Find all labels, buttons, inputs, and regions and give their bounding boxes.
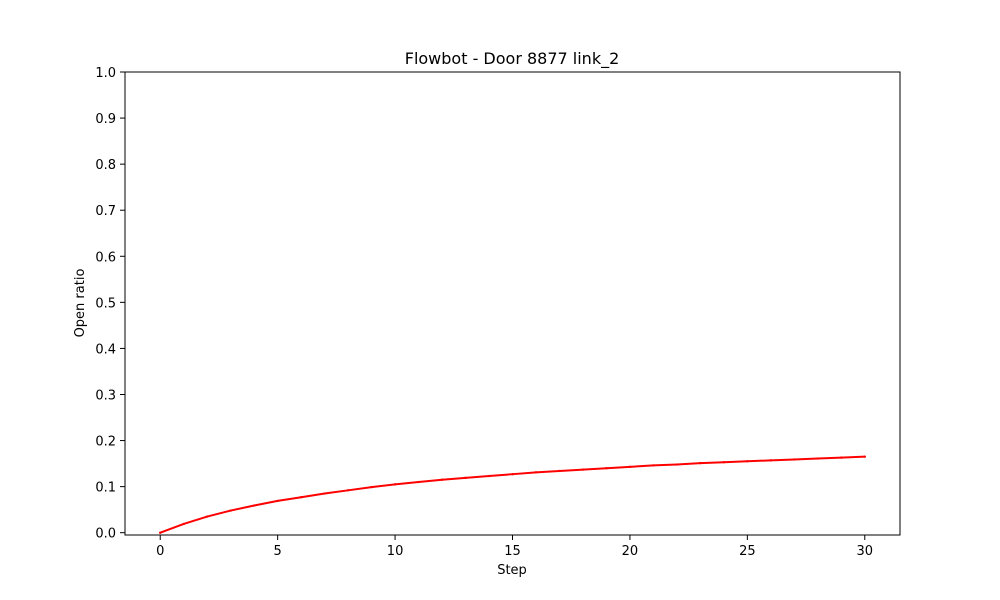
data-point <box>652 464 655 467</box>
x-tick-label: 30 <box>856 544 873 559</box>
y-tick-label: 0.6 <box>95 250 116 265</box>
x-axis-label: Step <box>497 563 527 578</box>
y-tick-label: 1.0 <box>95 66 116 81</box>
data-point <box>769 459 773 462</box>
y-tick-label: 0.3 <box>95 388 116 403</box>
y-axis: 0.0 0.1 0.2 0.3 0.4 0.5 0.6 0.7 0.8 0.9 1.0 <box>95 66 125 542</box>
data-point <box>346 489 350 492</box>
data-point <box>487 474 491 478</box>
data-point <box>863 455 866 458</box>
data-point <box>205 515 209 518</box>
x-tick-label: 20 <box>622 544 639 559</box>
data-point <box>605 466 608 470</box>
data-point <box>299 496 303 499</box>
data-point <box>417 480 420 484</box>
x-tick-label: 5 <box>274 544 282 559</box>
x-tick-label: 0 <box>156 544 164 559</box>
data-point <box>393 483 397 486</box>
data-point <box>840 456 843 459</box>
data-point <box>746 460 749 463</box>
x-tick-label: 25 <box>739 544 756 559</box>
y-axis-label: Open ratio <box>73 269 88 338</box>
y-tick-label: 0.9 <box>95 112 116 127</box>
data-point <box>159 531 162 534</box>
series-layer <box>159 455 866 534</box>
data-point <box>182 522 185 526</box>
chart-title: Flowbot - Door 8877 link_2 <box>405 49 620 69</box>
x-axis: 0 5 10 15 20 25 30 <box>156 535 873 559</box>
data-point <box>534 471 538 474</box>
data-point <box>229 509 232 512</box>
data-point <box>816 457 820 460</box>
data-point <box>558 469 561 473</box>
y-tick-label: 0.2 <box>95 435 116 450</box>
y-tick-label: 0.8 <box>95 158 116 173</box>
x-tick-label: 10 <box>387 544 404 559</box>
series-line <box>159 455 866 534</box>
data-point <box>675 463 679 466</box>
data-point <box>464 476 467 480</box>
data-point <box>323 492 326 495</box>
y-tick-label: 0.1 <box>95 481 116 496</box>
data-point <box>722 461 726 464</box>
y-tick-label: 0.7 <box>95 204 116 219</box>
data-point <box>440 478 444 481</box>
data-point <box>370 485 373 489</box>
data-point <box>276 499 279 503</box>
data-point <box>581 468 585 471</box>
data-point <box>699 461 702 465</box>
data-point <box>252 504 256 507</box>
y-tick-label: 0.4 <box>95 342 116 357</box>
plot-frame <box>124 71 901 536</box>
data-point <box>793 458 796 461</box>
y-tick-label: 0.0 <box>95 527 116 542</box>
x-tick-label: 15 <box>504 544 521 559</box>
data-point <box>511 472 514 476</box>
data-point <box>628 465 632 469</box>
y-tick-label: 0.5 <box>95 296 116 311</box>
